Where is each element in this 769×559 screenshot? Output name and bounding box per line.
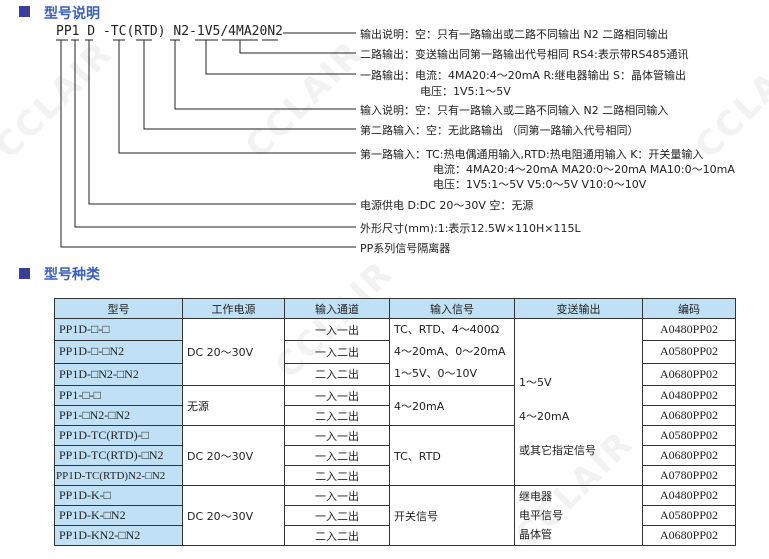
signal-cell: 4～20mA xyxy=(389,385,515,426)
code-cell: A0580PP02 xyxy=(642,340,736,364)
model-table: 型号 工作电源 输入通道 输入信号 变送输出 编码 PP1D-□-□ DC 20… xyxy=(54,298,736,546)
channel-cell: 一入一出 xyxy=(284,317,390,342)
power-cell: DC 20～30V xyxy=(182,425,285,486)
table-row: PP1D-□-□ DC 20～30V 一入一出 TC、RTD、4～400Ω 4～2… xyxy=(54,317,736,486)
leader-lines xyxy=(56,32,356,248)
section-title-model-types: 型号种类 xyxy=(44,267,100,283)
output-cell: 继电器电平信号晶体管 xyxy=(514,485,643,546)
desc-series: PP系列信号隔离器 xyxy=(360,242,451,255)
desc-output2: 二路输出：变送输出同第一路输出代号相同 RS4:表示带RS485通讯 xyxy=(360,48,689,61)
model-cell: PP1D-TC(RTD)-□ xyxy=(54,425,183,446)
output-line: 4～20mA xyxy=(519,410,570,423)
header-signal: 输入信号 xyxy=(389,298,515,319)
section-bullet xyxy=(19,268,30,279)
model-cell: PP1-□N2-□N2 xyxy=(54,405,183,426)
header-power: 工作电源 xyxy=(182,298,285,319)
signal-cell: TC、RTD xyxy=(389,425,515,486)
desc-input1-current: 电流：4MA20:4～20mA MA20:0～20mA MA10:0～10mA xyxy=(433,163,735,176)
table-row: PP1D-K-□ DC 20～30V 一入一出 开关信号 继电器 电平信号 晶体管 … xyxy=(54,485,736,546)
model-cell: PP1D-KN2-□N2 xyxy=(54,525,183,546)
code-cell: A0680PP02 xyxy=(642,362,736,387)
code-cell: A0780PP02 xyxy=(642,465,736,486)
signal-line: 1～5V、0～10V xyxy=(394,367,478,380)
header-channel: 输入通道 xyxy=(284,298,390,319)
channel-cell: 一入一出 xyxy=(284,425,390,446)
signal-cell: TC、RTD、4～400Ω 4～20mA、0～20mA 1～5V、0～10V xyxy=(389,318,515,386)
desc-input: 输入说明：空：只有一路输入或二路不同输入 N2 二路相同输入 xyxy=(360,104,669,117)
table-row: PP1D-□N2-□N2 二入二出 A0680PP02 xyxy=(54,362,736,387)
code-cell: A0480PP02 xyxy=(642,317,736,342)
output-cell: 1～5V 4～20mA 或其它指定信号 xyxy=(514,318,643,486)
header-model: 型号 xyxy=(54,298,183,319)
desc-size: 外形尺寸(mm):1:表示12.5W×110H×115L xyxy=(360,222,581,235)
model-cell: PP1D-□-□N2 xyxy=(54,340,183,364)
channel-cell: 一入二出 xyxy=(284,505,390,526)
channel-cell: 一入二出 xyxy=(284,340,390,364)
table-row: PP1D-KN2-□N2 二入二出 A0680PP02 xyxy=(54,525,736,546)
model-cell: PP1-□-□ xyxy=(54,385,183,406)
output-line: 电平信号 xyxy=(519,509,563,522)
model-code: PP1 D -TC(RTD) N2-1V5/4MA20N2 xyxy=(56,24,283,39)
model-cell: PP1D-□-□ xyxy=(54,317,183,342)
output-line: 或其它指定信号 xyxy=(519,444,596,457)
channel-cell: 二入二出 xyxy=(284,465,390,486)
desc-output: 输出说明：空：只有一路输出或二路不同输出 N2 二路相同输出 xyxy=(360,28,669,41)
desc-output1: 一路输出：电流：4MA20:4～20mA R:继电器输出 S：晶体管输出 xyxy=(360,69,686,82)
output-line: 晶体管 xyxy=(519,528,552,541)
section-bullet xyxy=(19,6,30,17)
channel-cell: 一入一出 xyxy=(284,485,390,506)
signal-line: 4～20mA、0～20mA xyxy=(394,345,506,358)
channel-cell: 二入二出 xyxy=(284,362,390,387)
table-row: PP1-□N2-□N2 二入二出 A0680PP02 xyxy=(54,405,736,426)
power-cell: 无源 xyxy=(182,385,285,426)
code-cell: A0680PP02 xyxy=(642,405,736,426)
channel-cell: 二入二出 xyxy=(284,525,390,546)
code-cell: A0480PP02 xyxy=(642,485,736,506)
table-row: PP1D-K-□N2 一入二出 A0580PP02 xyxy=(54,505,736,526)
desc-input1: 第一路输入：TC:热电偶通用输入,RTD:热电阻通用输入 K：开关量输入 xyxy=(360,148,704,161)
code-cell: A0580PP02 xyxy=(642,505,736,526)
code-cell: A0680PP02 xyxy=(642,445,736,466)
signal-line: TC、RTD、4～400Ω xyxy=(394,323,500,336)
desc-power: 电源供电 D:DC 20～30V 空：无源 xyxy=(360,199,534,212)
table-header: 型号 工作电源 输入通道 输入信号 变送输出 编码 xyxy=(54,298,736,319)
header-code: 编码 xyxy=(642,298,736,319)
channel-cell: 一入二出 xyxy=(284,445,390,466)
model-cell: PP1D-□N2-□N2 xyxy=(54,362,183,387)
output-line: 1～5V xyxy=(519,376,552,389)
table-row: PP1D-TC(RTD)-□N2 一入二出 A0680PP02 xyxy=(54,445,736,466)
code-cell: A0480PP02 xyxy=(642,385,736,406)
channel-cell: 二入二出 xyxy=(284,405,390,426)
desc-output1-voltage: 电压：1V5:1～5V xyxy=(420,85,511,98)
model-cell: PP1D-TC(RTD)N2-□N2 xyxy=(54,465,183,486)
desc-input1-voltage: 电压：1V5:1～5V V5:0～5V V10:0～10V xyxy=(433,178,647,191)
section-title-model-desc: 型号说明 xyxy=(44,6,100,22)
power-cell: DC 20～30V xyxy=(182,318,285,386)
power-cell: DC 20～30V xyxy=(182,485,285,546)
code-cell: A0580PP02 xyxy=(642,425,736,446)
model-cell: PP1D-K-□N2 xyxy=(54,505,183,526)
signal-cell: 开关信号 xyxy=(389,485,515,546)
header-output: 变送输出 xyxy=(514,298,643,319)
output-line: 继电器 xyxy=(519,490,552,503)
model-cell: PP1D-TC(RTD)-□N2 xyxy=(54,445,183,466)
code-cell: A0680PP02 xyxy=(642,525,736,546)
model-cell: PP1D-K-□ xyxy=(54,485,183,506)
channel-cell: 一入一出 xyxy=(284,385,390,406)
desc-input2: 第二路输入：空：无此路输出 （同第一路输入代号相同） xyxy=(360,124,639,137)
